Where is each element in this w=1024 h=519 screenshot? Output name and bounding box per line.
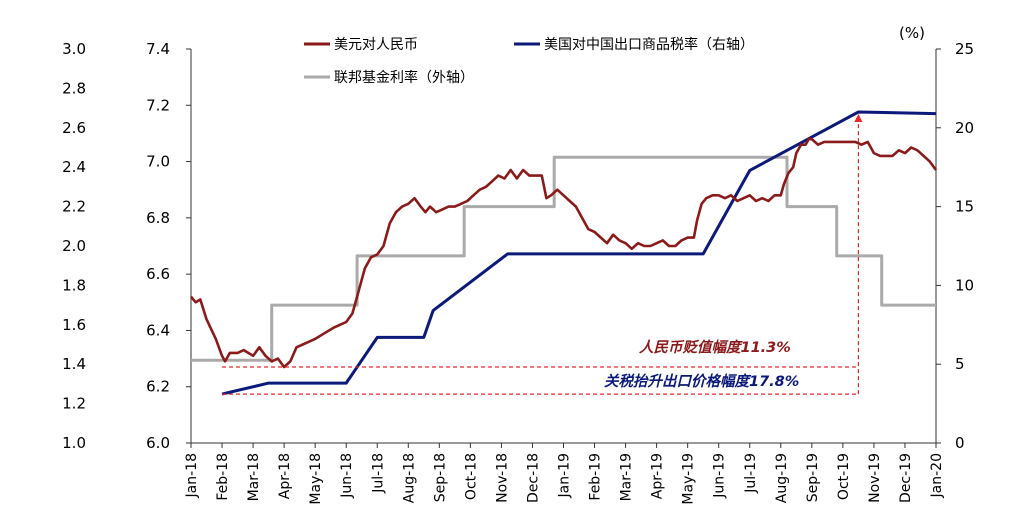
right-tick-label: 0 bbox=[955, 434, 965, 452]
outer-left-tick-label: 2.0 bbox=[62, 237, 86, 255]
outer-left-tick-label: 2.8 bbox=[62, 79, 86, 97]
inner-left-tick-label: 6.0 bbox=[146, 434, 170, 452]
x-tick-label: Jan-20 bbox=[929, 453, 945, 498]
x-tick-label: Feb-19 bbox=[588, 453, 604, 501]
x-tick-label: Feb-18 bbox=[215, 453, 231, 501]
unit-label: (%) bbox=[899, 24, 925, 42]
inner-left-tick-label: 7.2 bbox=[146, 96, 170, 114]
series-line-tariff bbox=[221, 110, 937, 396]
right-tick-label: 5 bbox=[955, 355, 965, 373]
x-tick-label: Dec-19 bbox=[898, 453, 914, 503]
x-tick-label: Oct-19 bbox=[836, 453, 852, 500]
outer-left-tick-label: 2.6 bbox=[62, 119, 86, 137]
annotation-arrow-head bbox=[854, 114, 863, 123]
plot-lines bbox=[190, 110, 938, 396]
outer-left-tick-label: 1.8 bbox=[62, 276, 86, 294]
outer-left-tick-label: 1.0 bbox=[62, 434, 86, 452]
outer-left-tick-label: 2.4 bbox=[62, 158, 86, 176]
inner-left-tick-label: 6.4 bbox=[146, 321, 170, 339]
series-line-usdcny bbox=[190, 137, 938, 369]
x-tick-label: Mar-19 bbox=[619, 453, 635, 501]
inner-left-axis: 6.0 6.2 6.4 6.6 6.8 7.0 7.2 7.4 bbox=[146, 40, 192, 452]
x-tick-label: Nov-19 bbox=[867, 453, 883, 503]
x-tick-label: Jan-18 bbox=[184, 453, 200, 498]
x-tick-label: Jul-18 bbox=[370, 453, 386, 494]
x-tick-label: Nov-18 bbox=[494, 453, 510, 503]
right-tick-label: 20 bbox=[955, 119, 974, 137]
annotation-lines bbox=[222, 114, 863, 395]
legend-label-tariff: 美国对中国出口商品税率（右轴） bbox=[544, 36, 754, 53]
x-tick-label: Jan-19 bbox=[557, 453, 573, 498]
outer-left-tick-label: 1.2 bbox=[62, 395, 86, 413]
annotation-rmb-depreciation: 人民币贬值幅度11.3% bbox=[639, 339, 791, 356]
x-tick-label: Mar-18 bbox=[246, 453, 262, 501]
x-tick-label: Jun-18 bbox=[339, 453, 355, 499]
x-tick-label: Dec-18 bbox=[525, 453, 541, 503]
inner-left-tick-label: 6.2 bbox=[146, 378, 170, 396]
inner-left-tick-label: 6.6 bbox=[146, 265, 170, 283]
x-tick-label: Sep-19 bbox=[805, 453, 821, 502]
outer-left-tick-label: 1.4 bbox=[62, 355, 86, 373]
legend: 美元对人民币 美国对中国出口商品税率（右轴） 联邦基金利率（外轴） bbox=[304, 36, 754, 86]
right-axis: 0 5 10 15 20 25 bbox=[935, 40, 974, 452]
outer-left-tick-label: 1.6 bbox=[62, 316, 86, 334]
x-axis: Jan-18 Feb-18 Mar-18 Apr-18 May-18 Jun-18 Jul-… bbox=[184, 442, 945, 505]
x-tick-label: Aug-18 bbox=[401, 453, 417, 503]
right-tick-label: 15 bbox=[955, 198, 974, 216]
inner-left-tick-label: 6.8 bbox=[146, 209, 170, 227]
outer-left-tick-label: 3.0 bbox=[62, 40, 86, 58]
outer-left-tick-label: 2.2 bbox=[62, 198, 86, 216]
x-tick-label: Aug-19 bbox=[774, 453, 790, 503]
legend-label-usdcny: 美元对人民币 bbox=[334, 37, 418, 53]
x-tick-label: May-19 bbox=[681, 453, 697, 505]
x-tick-label: Oct-18 bbox=[463, 453, 479, 500]
x-tick-label: Apr-19 bbox=[650, 453, 666, 499]
annotation-tariff-increase: 关税抬升出口价格幅度17.8% bbox=[604, 373, 799, 390]
series-line-fedfunds bbox=[191, 155, 936, 362]
right-tick-label: 10 bbox=[955, 276, 974, 294]
x-tick-label: May-18 bbox=[308, 453, 324, 505]
x-tick-label: Sep-18 bbox=[432, 453, 448, 502]
inner-left-tick-label: 7.4 bbox=[146, 40, 170, 58]
legend-label-fedfunds: 联邦基金利率（外轴） bbox=[334, 69, 474, 86]
x-tick-label: Jun-19 bbox=[712, 453, 728, 499]
outer-left-axis: 1.0 1.2 1.4 1.6 1.8 2.0 2.2 2.4 2.6 2.8 3.0 bbox=[62, 40, 86, 452]
x-tick-label: Apr-18 bbox=[277, 453, 293, 499]
right-tick-label: 25 bbox=[955, 40, 974, 58]
inner-left-tick-label: 7.0 bbox=[146, 153, 170, 171]
x-tick-label: Jul-19 bbox=[743, 453, 759, 494]
